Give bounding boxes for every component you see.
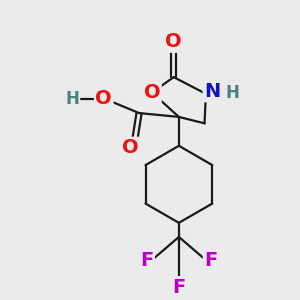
- Text: O: O: [144, 83, 160, 102]
- Text: F: F: [172, 278, 185, 296]
- Text: N: N: [204, 82, 220, 101]
- Text: O: O: [122, 138, 138, 157]
- Text: F: F: [140, 250, 153, 270]
- Text: H: H: [65, 90, 80, 108]
- Text: F: F: [204, 250, 218, 270]
- Text: O: O: [165, 32, 182, 51]
- Text: H: H: [225, 84, 239, 102]
- Text: O: O: [95, 89, 112, 109]
